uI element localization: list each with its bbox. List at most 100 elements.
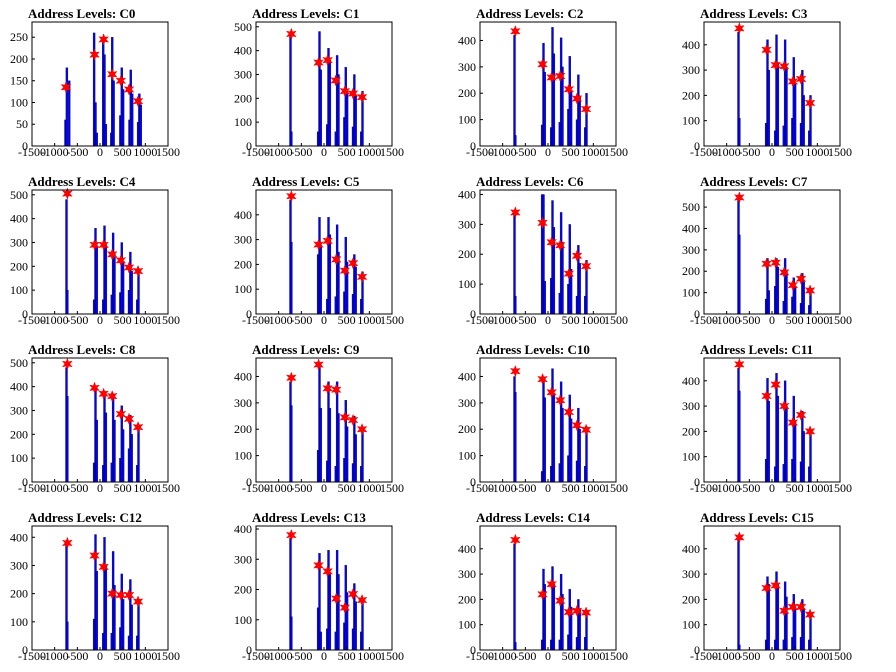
bar [793,82,797,147]
bar [66,290,69,315]
bar [793,421,797,483]
y-tick-label: 100 [682,618,700,632]
bar [328,407,332,483]
chart-title: Address Levels: C13 [252,510,366,525]
peak-marker [356,90,368,104]
peak-marker [770,378,782,391]
x-tick-label: 1000 [357,649,381,663]
x-tick-label: -1000 [713,481,741,495]
bar [802,431,805,483]
peak-marker [733,22,745,35]
peak-marker [313,559,324,572]
x-tick-label: 500 [338,649,356,663]
x-tick-label: -1000 [41,313,69,327]
x-tick-label: 1500 [828,313,852,327]
chart-panel-5: Address Levels: C5-1500-1000-500 0 500 1000… [234,174,404,327]
y-tick-label: 200 [682,88,700,102]
peak-marker [132,264,144,278]
bar [95,419,98,483]
peak-marker [546,386,558,399]
bar [738,234,741,315]
bar [767,400,770,483]
peak-marker [804,96,816,110]
y-tick-label: 200 [10,587,28,601]
x-tick-label: 1000 [805,313,829,327]
peak-marker [89,48,100,61]
y-tick-label: 100 [458,449,476,463]
x-tick-label: -500 [514,145,536,159]
bar [104,124,108,147]
x-tick-label: -1500 [242,649,270,663]
y-tick-label: 200 [682,592,700,606]
x-tick-label: -1000 [41,649,69,663]
peak-marker [509,24,521,38]
peak-marker [761,581,772,595]
peak-marker [106,587,118,600]
x-tick-label: -1000 [41,145,69,159]
peak-marker [322,565,334,578]
peak-marker [537,57,548,71]
y-tick-label: 100 [682,450,700,464]
y-tick-label: 100 [10,95,28,109]
peak-marker [61,357,73,371]
bar [767,290,770,315]
x-tick-label: -1000 [489,313,517,327]
peak-marker [330,253,342,266]
bar [290,405,293,483]
bar [809,431,812,483]
y-tick-label: 300 [458,396,476,410]
x-tick-label: 500 [562,145,580,159]
peak-marker [347,587,359,601]
peak-marker [285,371,297,385]
peak-marker [339,601,351,614]
x-tick-label: 1500 [380,313,404,327]
y-tick-label: 300 [458,217,476,231]
y-tick-label: 300 [234,233,252,247]
bar [776,266,780,315]
peak-marker [330,74,342,87]
x-tick-label: -500 [290,649,312,663]
y-tick-label: 100 [458,618,476,632]
plot-frame [479,525,617,651]
x-tick-label: 0 [321,481,327,495]
y-tick-label: 0 [22,643,28,657]
bar [319,69,322,147]
peak-marker [571,419,583,432]
x-tick-label: -1500 [242,145,270,159]
y-tick-label: 300 [234,396,252,410]
peak-marker [537,372,548,386]
y-tick-label: 300 [682,399,700,413]
x-tick-label: 0 [321,313,327,327]
x-tick-label: 500 [114,649,132,663]
x-tick-label: 500 [786,649,804,663]
peak-marker [509,533,521,547]
peak-marker [733,358,745,371]
bar [130,604,133,651]
x-tick-label: -1500 [466,313,494,327]
chart-title: Address Levels: C0 [28,6,135,21]
bar [66,396,69,483]
y-tick-label: 0 [694,643,700,657]
peak-marker [580,102,592,116]
peak-marker [132,94,144,108]
x-tick-label: 1500 [828,649,852,663]
peak-marker [115,407,127,421]
x-tick-label: -1500 [18,481,46,495]
peak-marker [554,69,566,83]
y-tick-label: 300 [682,63,700,77]
peak-marker [778,266,790,279]
y-tick-label: 100 [682,114,700,128]
bar [337,413,340,483]
bar [139,104,142,147]
peak-marker [322,53,334,67]
x-tick-label: 1000 [133,649,157,663]
y-tick-label: 300 [10,403,28,417]
x-tick-label: 0 [545,313,551,327]
plot-frame [479,21,617,147]
bar [552,394,556,483]
bar [785,271,788,315]
plot-frame [479,189,617,315]
chart-panel-0: Address Levels: C0-1500-1000-500 0 500 1000… [10,6,180,159]
x-tick-label: 1500 [604,649,628,663]
